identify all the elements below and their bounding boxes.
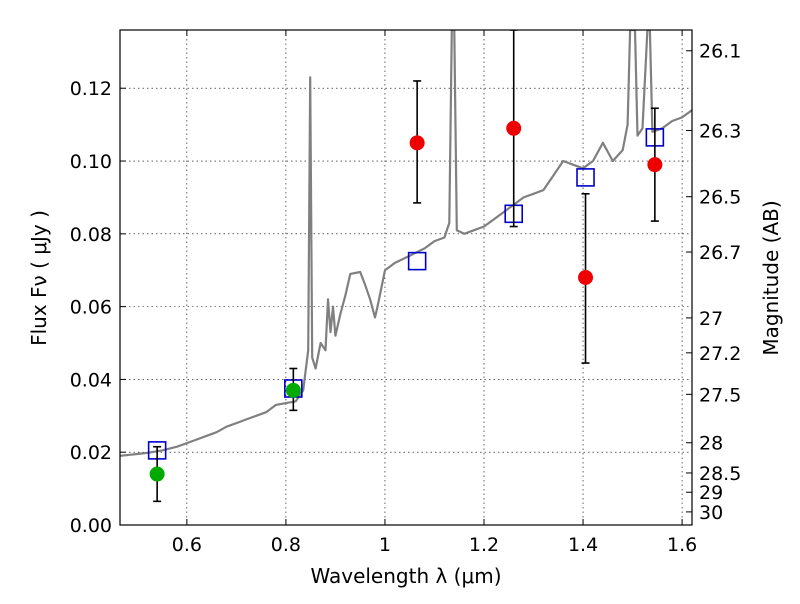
observed-point bbox=[285, 382, 301, 398]
axes-ticks: 0.6 0.8 1 1.2 1.4 1.6 0.00 0.02 0.04 0.06 0.08 0.10… bbox=[70, 30, 741, 556]
y-tick-label: 0.06 bbox=[70, 297, 112, 319]
mag-tick-label: 26.7 bbox=[699, 242, 741, 264]
mag-tick-label: 27.5 bbox=[699, 384, 741, 406]
x-tick-label: 1.2 bbox=[469, 534, 499, 556]
y-tick-label: 0.10 bbox=[70, 151, 112, 173]
x-tick-label: 0.6 bbox=[172, 534, 202, 556]
y-tick-label: 0.04 bbox=[70, 369, 112, 391]
mag-tick-label: 27.2 bbox=[699, 343, 741, 365]
mag-tick-label: 26.1 bbox=[699, 41, 741, 63]
x-tick-label: 1.6 bbox=[667, 534, 697, 556]
y-tick-label: 0.12 bbox=[70, 78, 112, 100]
mag-tick-label: 29 bbox=[699, 482, 723, 504]
mag-tick-label: 30 bbox=[699, 502, 723, 524]
data-group bbox=[120, 30, 692, 503]
observed-point bbox=[409, 135, 425, 151]
mag-tick-label: 28.5 bbox=[699, 463, 741, 485]
y2-axis-label: Magnitude (AB) bbox=[759, 200, 783, 355]
x-axis-label: Wavelength λ (μm) bbox=[310, 564, 501, 588]
mag-tick-label: 27 bbox=[699, 308, 723, 330]
mag-tick-label: 26.3 bbox=[699, 120, 741, 142]
x-tick-label: 1.4 bbox=[568, 534, 598, 556]
mag-tick-label: 26.5 bbox=[699, 187, 741, 209]
plot-frame bbox=[119, 29, 693, 526]
x-tick-label: 0.8 bbox=[271, 534, 301, 556]
observed-point bbox=[506, 120, 522, 136]
x-tick-label: 1 bbox=[379, 534, 391, 556]
y-axis-label: Flux Fν ( μJy ) bbox=[27, 210, 51, 346]
mag-tick-label: 28 bbox=[699, 433, 723, 455]
observed-point bbox=[149, 466, 165, 482]
model-photometry-square bbox=[407, 251, 427, 271]
model-photometry-square bbox=[576, 168, 595, 187]
y-tick-label: 0.02 bbox=[70, 442, 112, 464]
observed-point bbox=[647, 157, 663, 173]
y-tick-label: 0.08 bbox=[70, 224, 112, 246]
spectrum-line bbox=[120, 30, 692, 457]
observed-point bbox=[578, 270, 594, 285]
y-tick-label: 0.00 bbox=[70, 515, 112, 537]
plot-area bbox=[120, 30, 692, 503]
